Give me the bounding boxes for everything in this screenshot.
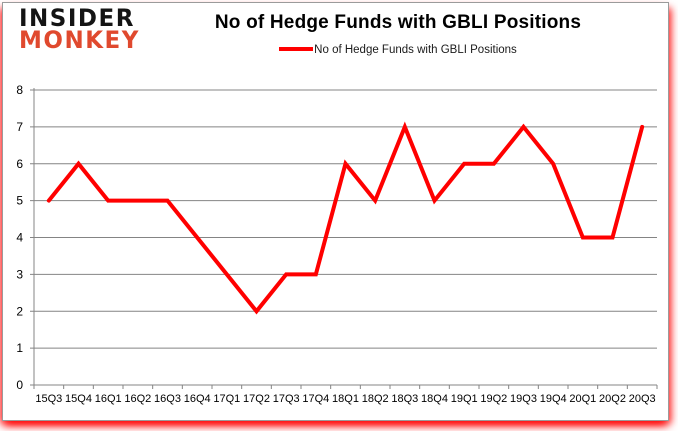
x-tick-label: 16Q4: [184, 393, 211, 405]
chart-header: No of Hedge Funds with GBLI Positions No…: [138, 12, 658, 56]
x-tick-label: 18Q3: [391, 393, 418, 405]
logo-monkey-text: MONKEY: [19, 27, 140, 55]
x-tick-label: 17Q3: [273, 393, 300, 405]
x-tick-label: 18Q1: [332, 393, 359, 405]
chart-card: INSIDER MONKEY No of Hedge Funds with GB…: [2, 2, 669, 421]
insider-monkey-logo: INSIDER MONKEY: [19, 4, 140, 55]
x-tick-label: 19Q4: [540, 393, 567, 405]
x-tick-label: 15Q3: [35, 393, 62, 405]
y-tick-label: 7: [16, 120, 23, 134]
data-series-line: [46, 121, 645, 315]
x-tick-label: 19Q3: [510, 393, 537, 405]
legend-label: No of Hedge Funds with GBLI Positions: [314, 44, 517, 56]
x-tick-label: 16Q1: [95, 393, 122, 405]
x-tick-label: 17Q1: [213, 393, 240, 405]
y-tick-label: 4: [16, 231, 23, 245]
x-tick-label: 20Q3: [629, 393, 656, 405]
x-tick-label: 19Q2: [480, 393, 507, 405]
chart-title: No of Hedge Funds with GBLI Positions: [214, 12, 582, 33]
x-tick-label: 16Q3: [154, 393, 181, 405]
x-tick-label: 17Q2: [243, 393, 270, 405]
y-tick-label: 3: [16, 267, 23, 281]
legend-line-swatch: [279, 46, 314, 51]
x-tick-label: 18Q4: [421, 393, 448, 405]
y-tick-label: 8: [16, 83, 23, 97]
x-tick-label: 16Q2: [124, 393, 151, 405]
logo-insider-text: INSIDER: [19, 4, 135, 33]
chart-legend: No of Hedge Funds with GBLI Positions: [138, 44, 658, 56]
x-tick-label: 18Q2: [362, 393, 389, 405]
x-tick-label: 17Q4: [302, 393, 329, 405]
x-tick-label: 20Q1: [569, 393, 596, 405]
y-tick-label: 2: [16, 304, 23, 318]
y-tick-label: 1: [16, 341, 23, 355]
x-tick-label: 15Q4: [65, 393, 92, 405]
x-tick-label: 19Q1: [451, 393, 478, 405]
y-tick-label: 0: [16, 378, 23, 392]
y-tick-label: 5: [16, 194, 23, 208]
y-tick-label: 6: [16, 157, 23, 171]
x-tick-label: 20Q2: [599, 393, 626, 405]
